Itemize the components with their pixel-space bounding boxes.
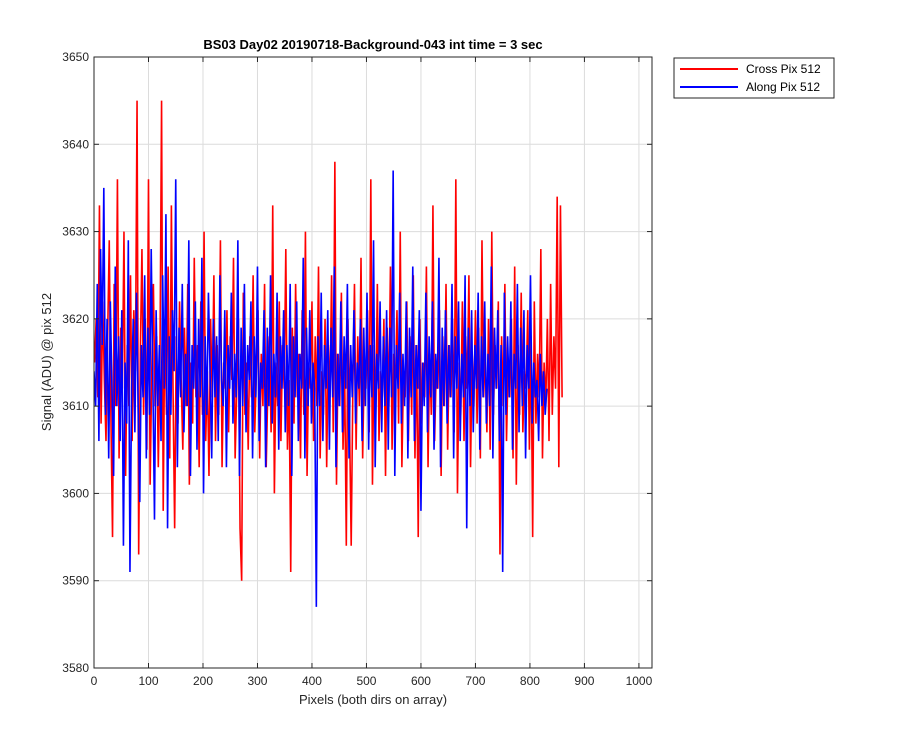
legend-box: [673, 57, 835, 99]
x-tick-label: 300: [247, 674, 267, 688]
plot-frame: [93, 56, 653, 669]
x-tick-label: 400: [302, 674, 322, 688]
y-tick-label: 3580: [62, 661, 89, 675]
y-axis-label: Signal (ADU) @ pix 512: [39, 293, 54, 431]
y-tick-label: 3590: [62, 574, 89, 588]
x-tick-label: 900: [574, 674, 594, 688]
x-tick-label: 0: [91, 674, 98, 688]
y-tick-label: 3620: [62, 312, 89, 326]
legend-label-along: Along Pix 512: [746, 80, 820, 94]
x-tick-label: 500: [356, 674, 376, 688]
x-tick-label: 800: [520, 674, 540, 688]
legend-label-cross: Cross Pix 512: [746, 62, 821, 76]
x-tick-label: 1000: [626, 674, 653, 688]
x-axis-label: Pixels (both dirs on array): [299, 692, 447, 707]
x-tick-label: 200: [193, 674, 213, 688]
y-tick-label: 3600: [62, 486, 89, 500]
axis-ticks: 0 100 200 300 400 500 600 700 800 900 1000 3580 3590…: [62, 50, 652, 688]
series-layer: [94, 100, 563, 607]
legend: Cross Pix 512 Along Pix 512: [673, 57, 835, 99]
series-line-along-pix-512: [94, 170, 548, 607]
y-tick-label: 3650: [62, 50, 89, 64]
y-tick-label: 3630: [62, 225, 89, 239]
chart-title: BS03 Day02 20190718-Background-043 int t…: [203, 37, 542, 52]
x-tick-label: 600: [411, 674, 431, 688]
y-tick-label: 3610: [62, 399, 89, 413]
x-tick-label: 100: [138, 674, 158, 688]
x-tick-label: 700: [465, 674, 485, 688]
y-tick-label: 3640: [62, 137, 89, 151]
